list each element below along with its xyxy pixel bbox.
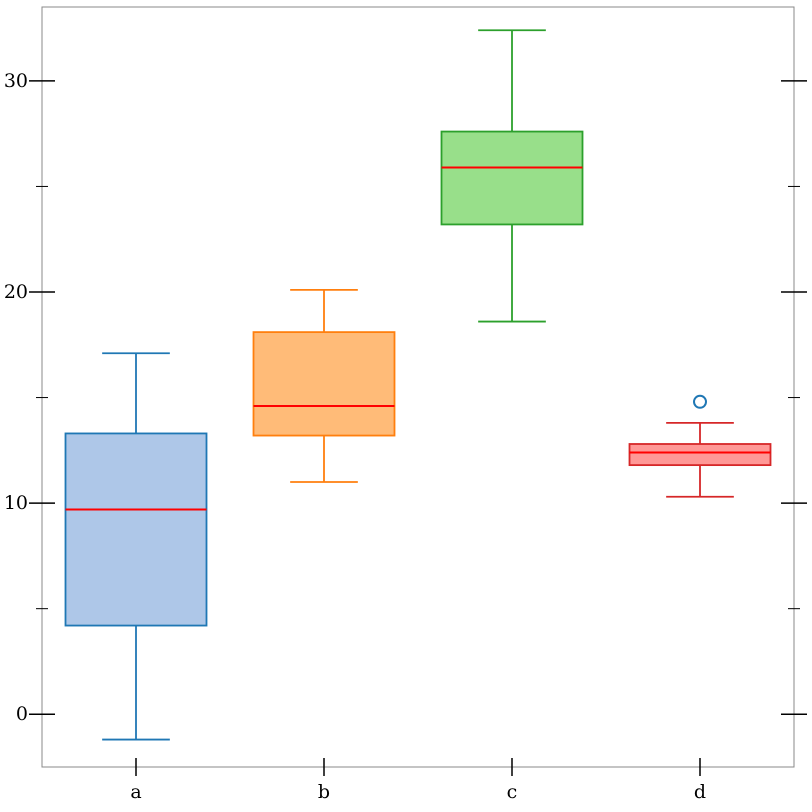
axis-ticks: 0 10 20 30 a b c d <box>4 70 807 803</box>
box-iqr <box>440 130 584 226</box>
box-b <box>252 288 396 483</box>
x-tick-label-c: c <box>507 781 518 803</box>
plot-frame <box>41 6 795 768</box>
x-tick-label-d: d <box>694 781 706 803</box>
box-a <box>64 352 208 741</box>
x-tick-label-b: b <box>318 781 330 803</box>
box-iqr <box>252 331 396 437</box>
y-tick-label: 0 <box>16 703 28 725</box>
box-c <box>440 29 584 323</box>
box-iqr <box>64 432 208 627</box>
y-tick-label: 10 <box>4 492 28 514</box>
y-tick-label: 20 <box>4 281 28 303</box>
outlier-point <box>693 394 707 409</box>
box-iqr <box>628 443 772 467</box>
y-tick-label: 30 <box>4 70 28 92</box>
box-series <box>64 29 772 741</box>
box-d <box>628 394 772 498</box>
x-tick-label-a: a <box>130 781 141 803</box>
